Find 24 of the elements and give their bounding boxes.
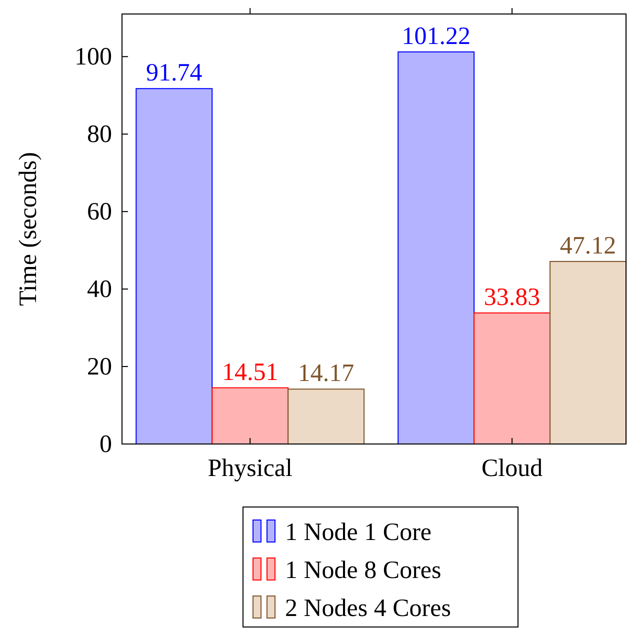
x-tick-label: Cloud [481,454,544,482]
y-tick-label: 100 [74,44,112,71]
x-tick-label: Physical [208,454,293,482]
data-label: 14.51 [222,358,278,386]
data-label: 33.83 [484,284,540,311]
data-label: 14.17 [298,360,354,388]
y-tick-label: 40 [87,276,112,304]
y-tick-label: 80 [87,121,112,148]
bar [550,260,626,444]
legend-label: 1 Node 8 Cores [285,557,442,584]
y-tick-label: 20 [87,354,112,381]
data-label: 47.12 [560,232,616,260]
y-axis-title: Time (seconds) [15,152,42,306]
legend-label: 1 Node 1 Core [285,519,432,546]
data-label: 91.74 [146,60,203,87]
data-label: 101.22 [402,22,470,50]
legend-label: 2 Nodes 4 Cores [285,595,451,622]
bar [136,88,213,444]
bar [212,387,289,444]
bar [288,388,365,444]
y-tick-label: 0 [100,431,112,458]
bar [398,51,475,444]
y-tick-label: 60 [87,198,112,226]
bar [474,312,551,444]
